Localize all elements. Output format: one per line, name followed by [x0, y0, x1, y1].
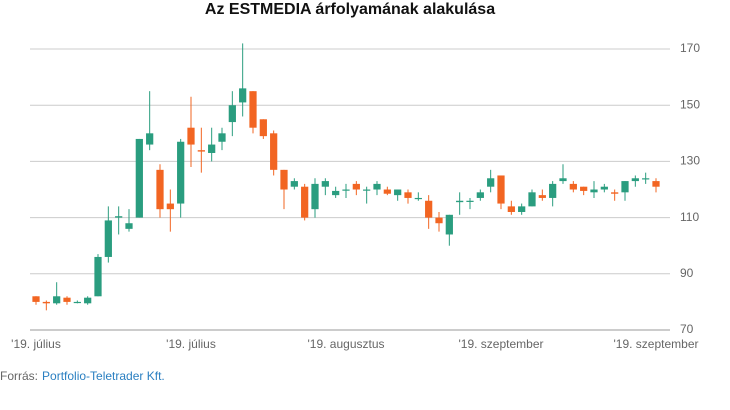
candle-body	[497, 175, 505, 204]
candle-body	[538, 195, 546, 198]
candle-body	[228, 105, 236, 123]
candle-body	[549, 183, 557, 198]
candle-body	[104, 220, 112, 257]
candle-body	[146, 133, 154, 145]
candle-body	[456, 200, 464, 203]
candle-body	[187, 127, 195, 145]
chart-title: Az ESTMEDIA árfolyamának alakulása	[205, 1, 495, 18]
candle-body	[84, 297, 92, 304]
candle-body	[404, 192, 412, 198]
candle-body	[280, 169, 288, 190]
candle-body	[177, 141, 185, 204]
candle-body	[270, 133, 278, 170]
candle-body	[32, 296, 40, 302]
candle-body	[414, 197, 422, 200]
candle-body	[135, 138, 143, 218]
x-tick-label: '19. szeptember	[458, 337, 543, 351]
candle-body	[373, 183, 381, 190]
candle-body	[42, 301, 50, 304]
y-tick-label: 110	[680, 210, 699, 224]
candle-body	[435, 217, 443, 224]
candle-body	[218, 133, 226, 142]
candle-body	[259, 119, 267, 137]
candle-body	[590, 189, 598, 193]
candle-body	[631, 178, 639, 182]
candle-body	[642, 178, 650, 180]
candle-body	[166, 203, 174, 210]
y-tick-label: 150	[680, 97, 700, 111]
candle-body	[569, 183, 577, 190]
candle-body	[63, 297, 71, 302]
candle-body	[53, 296, 61, 304]
candle-body	[352, 183, 360, 190]
x-tick-label: '19. szeptember	[613, 337, 698, 351]
candle-body	[197, 150, 205, 152]
candle-body	[611, 192, 619, 194]
candle-body	[94, 256, 102, 297]
candle-body	[528, 192, 536, 207]
candle-body	[600, 186, 608, 190]
candle-body	[342, 189, 350, 191]
candle-body	[425, 200, 433, 218]
candle-body	[518, 206, 526, 212]
x-tick-label: '19. július	[166, 337, 216, 351]
candle-body	[476, 192, 484, 198]
y-tick-label: 90	[680, 266, 694, 280]
candle-body	[445, 214, 453, 235]
source-link[interactable]: Portfolio-Teletrader Kft.	[42, 369, 165, 383]
candle-body	[559, 178, 567, 182]
y-tick-label: 170	[680, 41, 700, 55]
candle-body	[466, 200, 474, 202]
source-label: Forrás:	[0, 369, 38, 383]
candle-body	[115, 216, 123, 218]
candle-body	[507, 206, 515, 212]
candle-body	[321, 181, 329, 187]
y-tick-label: 130	[680, 154, 700, 168]
source: Forrás: Portfolio-Teletrader Kft.	[0, 369, 165, 383]
candle-body	[156, 169, 164, 210]
candle-body	[394, 189, 402, 196]
candle-body	[208, 144, 216, 153]
candle-body	[125, 223, 133, 229]
candle-body	[239, 88, 247, 103]
candle-body	[290, 181, 298, 187]
candle-body	[301, 186, 309, 218]
candle-body	[621, 181, 629, 193]
candle-body	[652, 181, 660, 187]
x-tick-label: '19. augusztus	[307, 337, 384, 351]
candle-body	[311, 183, 319, 210]
y-tick-label: 70	[680, 322, 694, 336]
candle-body	[249, 91, 257, 128]
candle-body	[383, 189, 391, 194]
candle-body	[487, 178, 495, 187]
candle-body	[73, 301, 81, 304]
candle-body	[332, 190, 340, 196]
candle-body	[580, 186, 588, 191]
x-tick-label: '19. július	[11, 337, 61, 351]
candle-body	[363, 189, 371, 191]
